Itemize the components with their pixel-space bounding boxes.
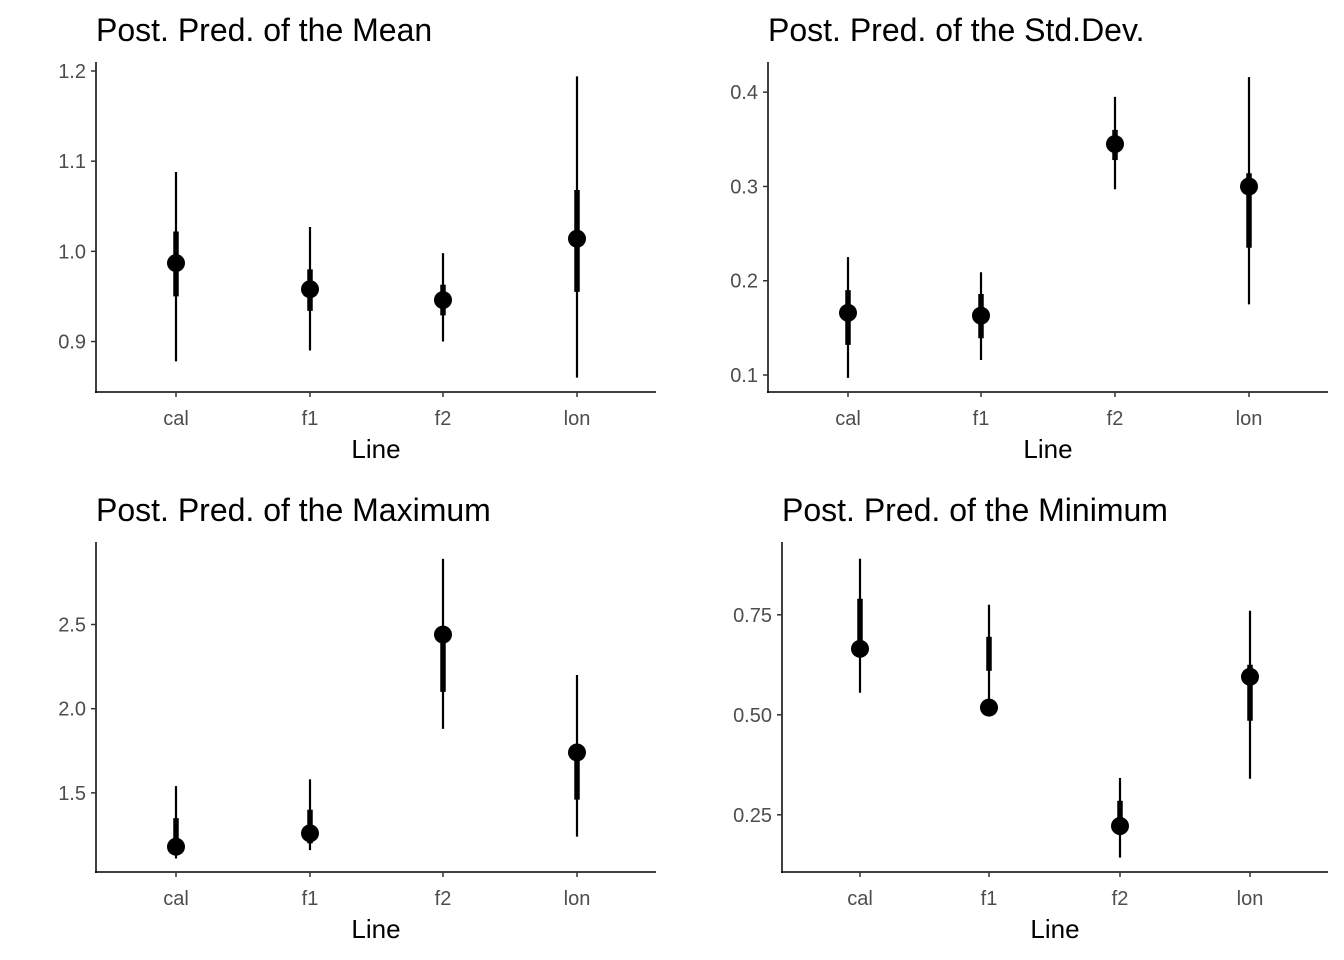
point-estimate-f1 bbox=[972, 306, 990, 325]
x-tick-label: f1 bbox=[981, 888, 998, 910]
x-tick-label: f2 bbox=[1107, 408, 1124, 430]
point-estimate-cal bbox=[167, 837, 185, 856]
point-estimate-f2 bbox=[1106, 135, 1124, 154]
y-tick-label: 2.5 bbox=[58, 615, 86, 637]
panel-title: Post. Pred. of the Maximum bbox=[96, 492, 491, 528]
y-tick-label: 1.1 bbox=[58, 151, 86, 173]
y-tick-label: 1.5 bbox=[58, 783, 86, 805]
point-estimate-f2 bbox=[434, 291, 452, 310]
x-tick-label: lon bbox=[564, 408, 591, 430]
x-tick-label: f1 bbox=[302, 888, 319, 910]
point-estimate-cal bbox=[851, 639, 869, 658]
y-tick-label: 0.1 bbox=[730, 365, 758, 387]
x-tick-label: f2 bbox=[1112, 888, 1129, 910]
y-tick-label: 0.2 bbox=[730, 271, 758, 293]
x-tick-label: f1 bbox=[973, 408, 990, 430]
panel-minimum: Post. Pred. of the Minimum 0.25 0.50 0.75 ca… bbox=[733, 492, 1328, 944]
y-tick-label: 1.0 bbox=[58, 241, 86, 263]
point-estimate-lon bbox=[1240, 177, 1258, 196]
x-tick-label: cal bbox=[835, 408, 861, 430]
x-tick-label: f2 bbox=[435, 888, 452, 910]
x-axis-title: Line bbox=[1023, 434, 1072, 464]
y-tick-label: 0.3 bbox=[730, 176, 758, 198]
x-tick-label: f1 bbox=[302, 408, 319, 430]
point-estimate-lon bbox=[568, 229, 586, 248]
x-tick-label: lon bbox=[1237, 888, 1264, 910]
x-tick-label: f2 bbox=[435, 408, 452, 430]
point-estimate-f2 bbox=[434, 625, 452, 644]
y-tick-label: 0.9 bbox=[58, 332, 86, 354]
y-tick-label: 2.0 bbox=[58, 699, 86, 721]
point-estimate-lon bbox=[1241, 667, 1259, 686]
x-tick-label: cal bbox=[163, 888, 189, 910]
panel-title: Post. Pred. of the Minimum bbox=[782, 492, 1168, 528]
x-tick-label: cal bbox=[847, 888, 873, 910]
y-tick-label: 0.4 bbox=[730, 82, 758, 104]
point-estimate-cal bbox=[839, 303, 857, 322]
point-estimate-lon bbox=[568, 743, 586, 762]
x-tick-label: lon bbox=[564, 888, 591, 910]
x-axis-title: Line bbox=[1030, 914, 1079, 944]
x-axis-title: Line bbox=[351, 914, 400, 944]
point-estimate-f1 bbox=[301, 280, 319, 299]
x-axis-title: Line bbox=[351, 434, 400, 464]
point-estimate-cal bbox=[167, 254, 185, 273]
panel-title: Post. Pred. of the Mean bbox=[96, 12, 432, 48]
y-tick-label: 0.50 bbox=[733, 705, 772, 727]
point-estimate-f2 bbox=[1111, 817, 1129, 835]
point-estimate-f1 bbox=[301, 824, 319, 843]
x-tick-label: cal bbox=[163, 408, 189, 430]
panel-title: Post. Pred. of the Std.Dev. bbox=[768, 12, 1144, 48]
y-tick-label: 1.2 bbox=[58, 61, 86, 83]
x-tick-label: lon bbox=[1236, 408, 1263, 430]
y-tick-label: 0.75 bbox=[733, 605, 772, 627]
panel-std-dev: Post. Pred. of the Std.Dev. 0.1 0.2 0.3 0.4 c… bbox=[730, 12, 1328, 464]
point-estimate-f1 bbox=[980, 698, 998, 717]
y-tick-label: 0.25 bbox=[733, 805, 772, 827]
panel-maximum: Post. Pred. of the Maximum 1.5 2.0 2.5 cal f1… bbox=[58, 492, 656, 944]
panel-mean: Post. Pred. of the Mean 0.9 1.0 1.1 1.2 cal f1… bbox=[58, 12, 656, 464]
